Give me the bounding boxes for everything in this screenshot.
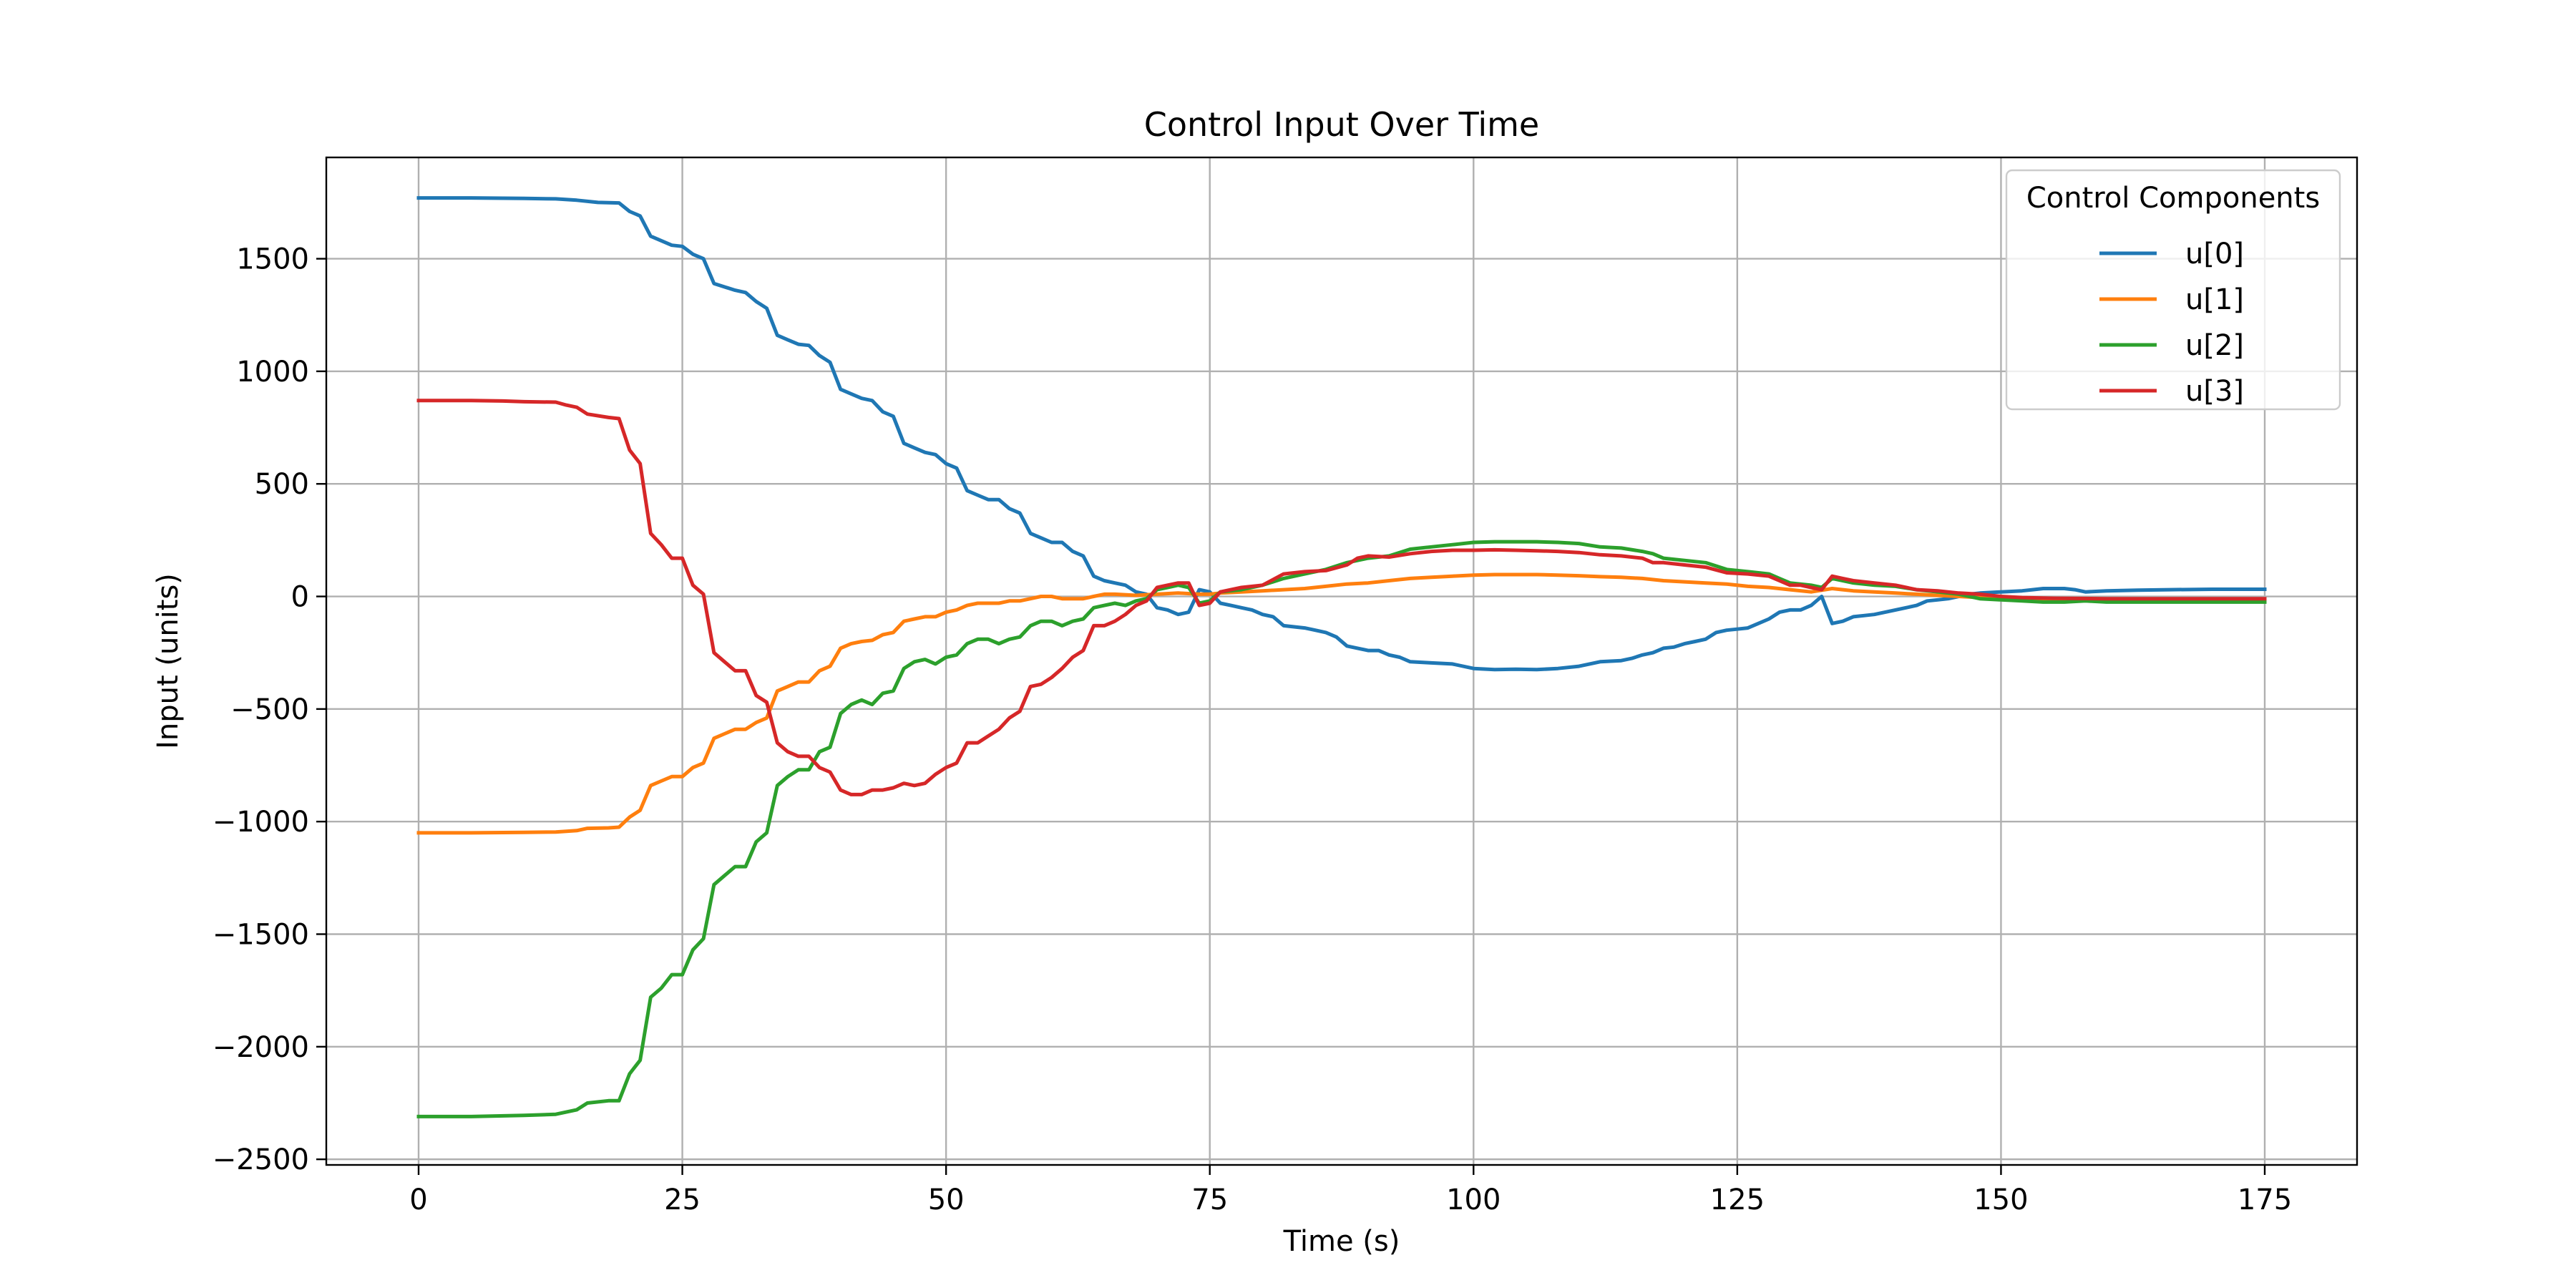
series-line-u1 [416, 572, 2267, 835]
y-tick-label: −500 [230, 693, 309, 726]
axis-ticks: 0 25 50 75 100 125 150 175 −2500 −2000 −1500 −1000 −… [213, 243, 2292, 1216]
legend-label: u[1] [2185, 283, 2244, 316]
y-tick-label: −1500 [213, 918, 309, 951]
x-tick-label: 75 [1191, 1184, 1228, 1216]
legend-label: u[3] [2185, 375, 2244, 408]
series-line-u0 [416, 196, 2267, 672]
series-lines [416, 196, 2267, 1118]
chart-title: Control Input Over Time [1144, 105, 1539, 144]
x-tick-label: 175 [2238, 1184, 2292, 1216]
legend: Control Components u[0] u[1] u[2] u[3] [2005, 169, 2341, 411]
y-tick-label: −1000 [213, 806, 309, 839]
y-tick-label: −2500 [213, 1143, 309, 1176]
y-tick-label: −2000 [213, 1031, 309, 1064]
plot-frame [325, 156, 2358, 1166]
y-tick-label: 500 [255, 468, 309, 501]
legend-title: Control Components [2026, 182, 2320, 215]
legend-label: u[2] [2185, 329, 2244, 362]
legend-label: u[0] [2185, 238, 2244, 270]
x-tick-label: 0 [409, 1184, 427, 1216]
series-line-u3 [416, 399, 2267, 796]
series-line-u2 [416, 540, 2267, 1118]
x-tick-label: 25 [664, 1184, 701, 1216]
y-axis-label: Input (units) [152, 573, 185, 749]
x-tick-label: 125 [1710, 1184, 1765, 1216]
x-tick-label: 50 [928, 1184, 965, 1216]
legend-box [2005, 169, 2341, 411]
legend-items: u[0] u[1] u[2] u[3] [2099, 238, 2244, 408]
y-tick-label: 1000 [236, 356, 309, 389]
x-axis-label: Time (s) [1283, 1225, 1400, 1258]
y-tick-label: 1500 [236, 243, 309, 276]
x-tick-label: 100 [1446, 1184, 1501, 1216]
y-tick-label: 0 [291, 581, 309, 614]
x-tick-label: 150 [1974, 1184, 2028, 1216]
